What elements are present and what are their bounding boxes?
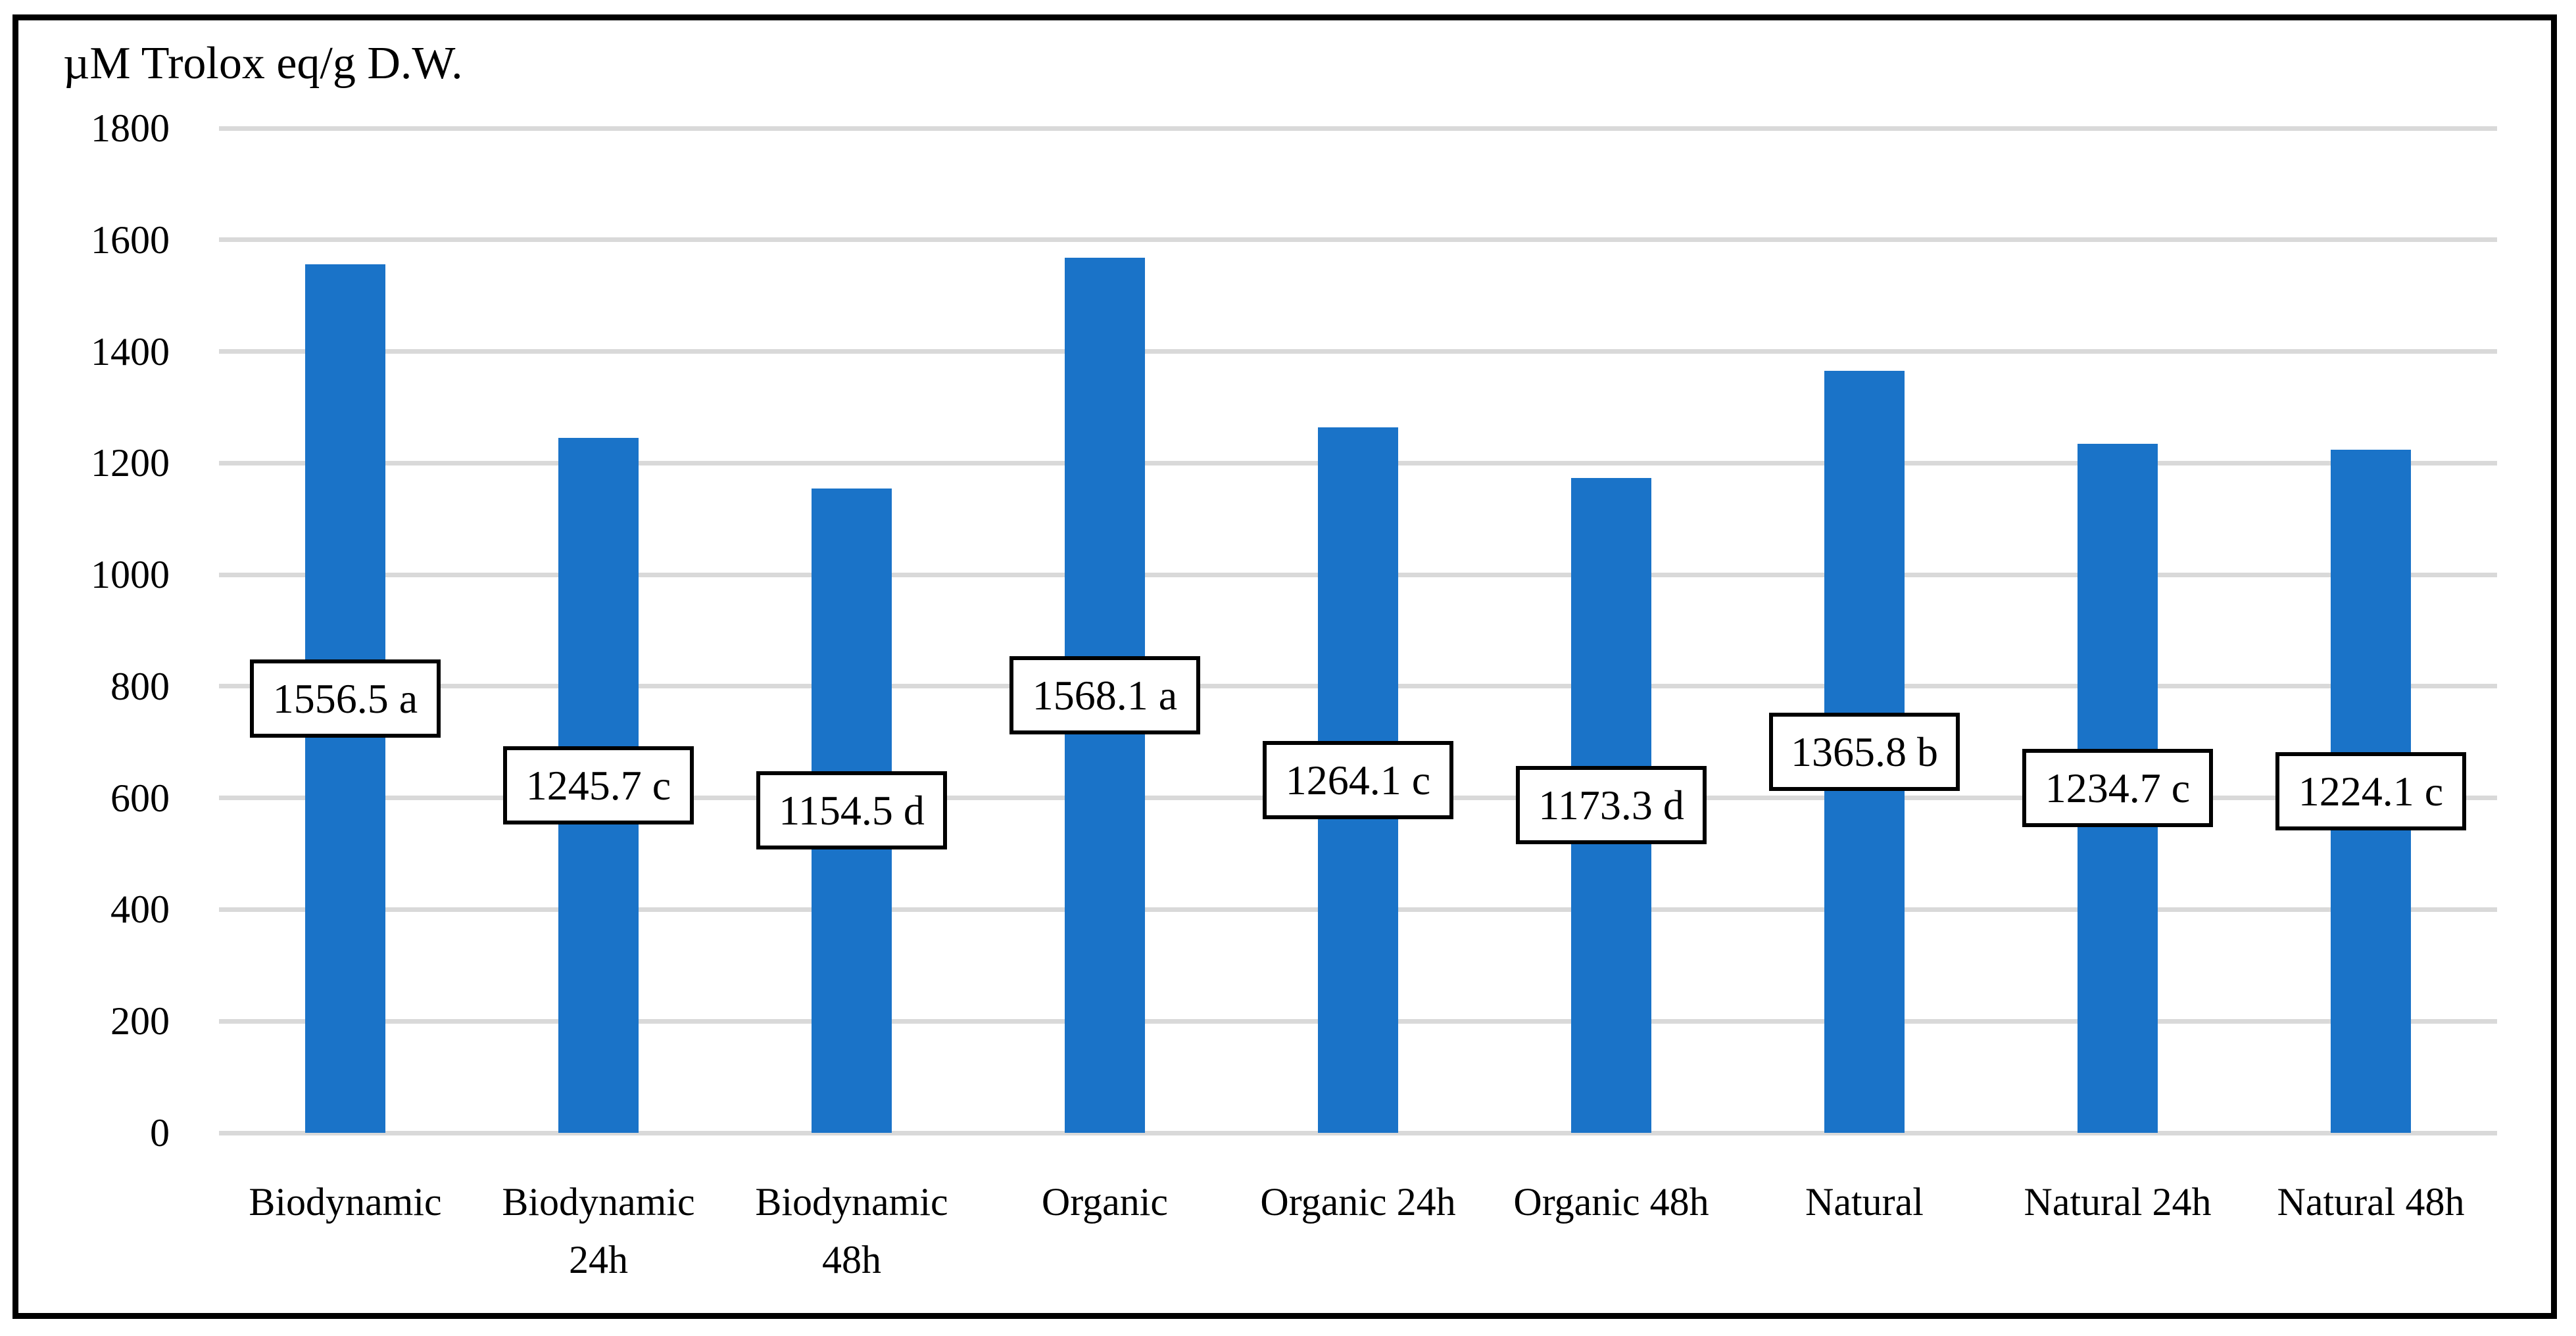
x-axis-label-organic: Organic <box>1041 1180 1169 1224</box>
y-axis-tick-label: 0 <box>150 1111 170 1155</box>
gridline-1600 <box>219 237 2497 242</box>
data-label-natural-48h: 1224.1 c <box>2275 752 2466 830</box>
x-axis-label-biodynamic-24h: Biodynamic 24h <box>502 1180 695 1281</box>
x-axis-label-organic-48h: Organic 48h <box>1513 1180 1709 1224</box>
y-axis-tick-label: 1400 <box>91 330 170 373</box>
data-label-organic-48h: 1173.3 d <box>1516 766 1707 844</box>
x-axis-label-biodynamic-48h: Biodynamic 48h <box>755 1180 948 1281</box>
data-label-natural-24h: 1234.7 c <box>2022 749 2213 827</box>
gridline-1800 <box>219 126 2497 131</box>
x-axis-label-natural-24h: Natural 24h <box>2024 1180 2212 1224</box>
x-axis-label-biodynamic: Biodynamic <box>249 1180 442 1224</box>
y-axis-tick-label: 1600 <box>91 218 170 262</box>
y-axis-tick-label: 400 <box>110 888 170 931</box>
data-label-organic: 1568.1 a <box>1009 656 1200 734</box>
data-label-biodynamic: 1556.5 a <box>250 659 441 738</box>
y-axis-tick-label: 1000 <box>91 553 170 596</box>
x-axis-label-natural: Natural <box>1805 1180 1924 1224</box>
y-axis-tick-label: 1200 <box>91 441 170 485</box>
y-axis-tick-label: 600 <box>110 776 170 820</box>
data-label-biodynamic-24h: 1245.7 c <box>503 746 694 824</box>
y-axis-tick-label: 800 <box>110 665 170 708</box>
x-axis-label-organic-24h: Organic 24h <box>1260 1180 1456 1224</box>
gridline-0 <box>219 1131 2497 1135</box>
gridline-1400 <box>219 349 2497 354</box>
y-axis-tick-label: 200 <box>110 999 170 1043</box>
data-label-natural: 1365.8 b <box>1769 713 1960 791</box>
y-axis-tick-label: 1800 <box>91 107 170 150</box>
x-axis-label-natural-48h: Natural 48h <box>2277 1180 2465 1224</box>
data-label-biodynamic-48h: 1154.5 d <box>756 771 947 849</box>
chart-title: µM Trolox eq/g D.W. <box>63 38 463 89</box>
data-label-organic-24h: 1264.1 c <box>1263 741 1453 819</box>
